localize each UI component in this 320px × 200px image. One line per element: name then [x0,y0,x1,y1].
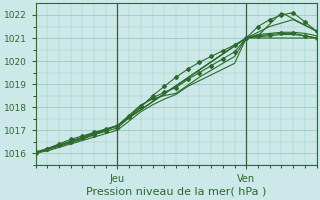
X-axis label: Pression niveau de la mer( hPa ): Pression niveau de la mer( hPa ) [86,187,266,197]
